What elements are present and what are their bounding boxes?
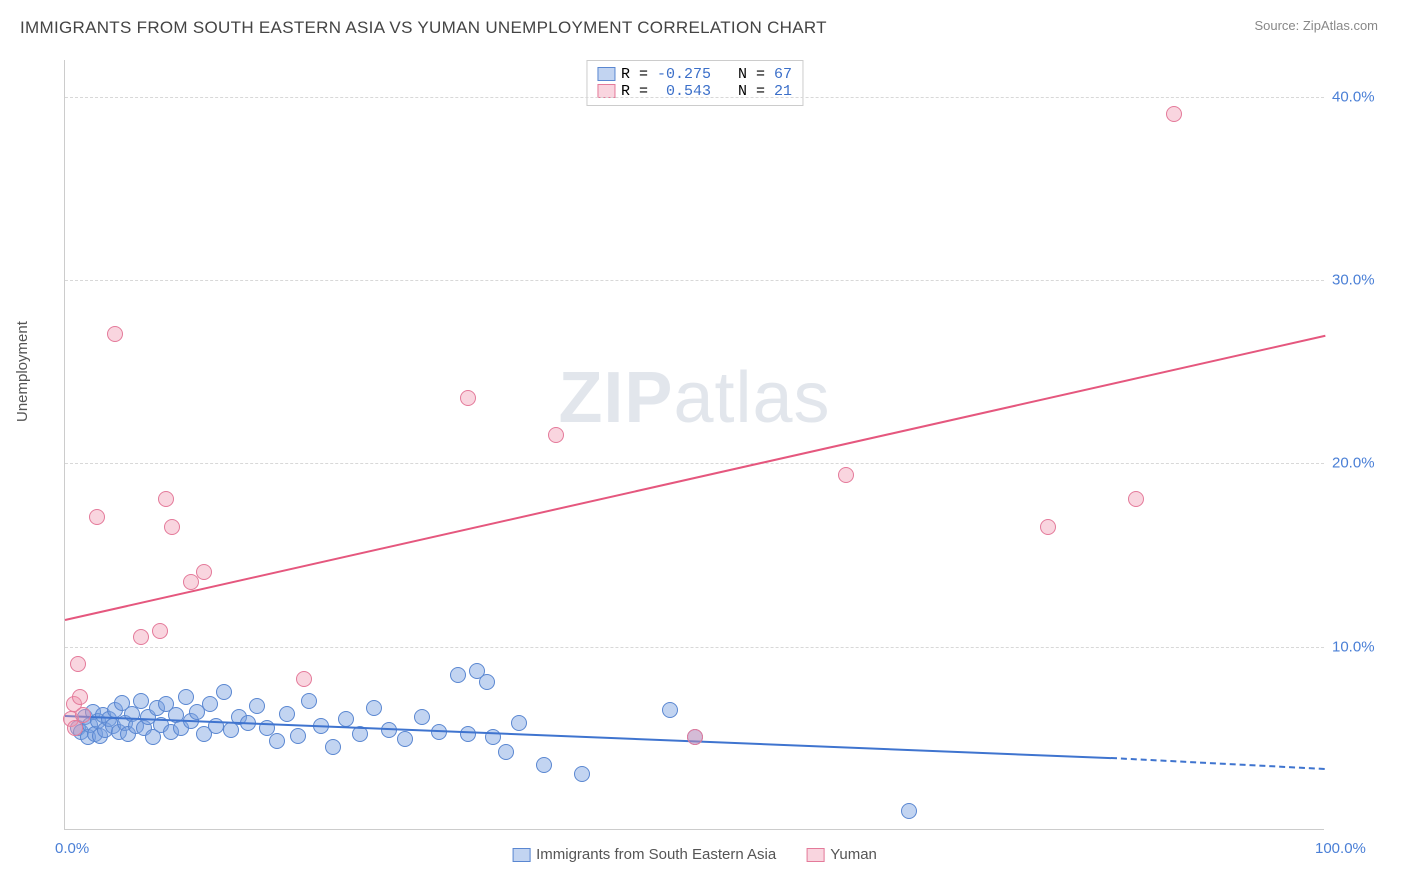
data-point [89,509,105,525]
gridline [65,647,1324,648]
watermark-bold: ZIP [558,358,673,438]
data-point [164,519,180,535]
data-point [460,390,476,406]
data-point [158,491,174,507]
y-axis-label: Unemployment [14,321,31,422]
data-point [1166,106,1182,122]
trend-line [1111,757,1325,770]
legend-item: Immigrants from South Eastern Asia [512,846,776,863]
y-tick-label: 40.0% [1332,88,1392,105]
y-tick-label: 20.0% [1332,455,1392,472]
data-point [450,667,466,683]
watermark: ZIPatlas [558,357,830,439]
legend-stats: R = -0.275 N = 67R = 0.543 N = 21 [586,60,803,106]
data-point [75,707,91,723]
gridline [65,97,1324,98]
source-label: Source: ZipAtlas.com [1254,18,1378,33]
data-point [414,709,430,725]
trend-line [65,715,1111,759]
data-point [366,700,382,716]
data-point [133,693,149,709]
data-point [838,467,854,483]
chart-area: Unemployment ZIPatlas R = -0.275 N = 67R… [20,52,1386,872]
data-point [279,706,295,722]
gridline [65,280,1324,281]
plot-region: ZIPatlas R = -0.275 N = 67R = 0.543 N = … [64,60,1324,830]
data-point [249,698,265,714]
data-point [1128,491,1144,507]
y-tick-label: 10.0% [1332,638,1392,655]
data-point [269,733,285,749]
x-tick-label: 100.0% [1315,840,1366,857]
data-point [687,729,703,745]
data-point [460,726,476,742]
chart-title: IMMIGRANTS FROM SOUTH EASTERN ASIA VS YU… [20,18,827,38]
data-point [72,689,88,705]
data-point [296,671,312,687]
data-point [536,757,552,773]
watermark-rest: atlas [673,358,830,438]
data-point [662,702,678,718]
data-point [479,674,495,690]
data-point [301,693,317,709]
data-point [202,696,218,712]
data-point [290,728,306,744]
y-tick-label: 30.0% [1332,272,1392,289]
data-point [178,689,194,705]
trend-line [65,335,1325,621]
data-point [901,803,917,819]
data-point [498,744,514,760]
data-point [152,623,168,639]
data-point [574,766,590,782]
data-point [216,684,232,700]
legend-series: Immigrants from South Eastern Asia Yuman [512,846,877,863]
data-point [133,629,149,645]
x-tick-label: 0.0% [55,840,89,857]
data-point [196,564,212,580]
data-point [548,427,564,443]
data-point [1040,519,1056,535]
data-point [338,711,354,727]
data-point [107,326,123,342]
legend-stat-row: R = -0.275 N = 67 [597,66,792,83]
data-point [397,731,413,747]
legend-item: Yuman [806,846,877,863]
data-point [70,656,86,672]
data-point [511,715,527,731]
gridline [65,463,1324,464]
data-point [325,739,341,755]
